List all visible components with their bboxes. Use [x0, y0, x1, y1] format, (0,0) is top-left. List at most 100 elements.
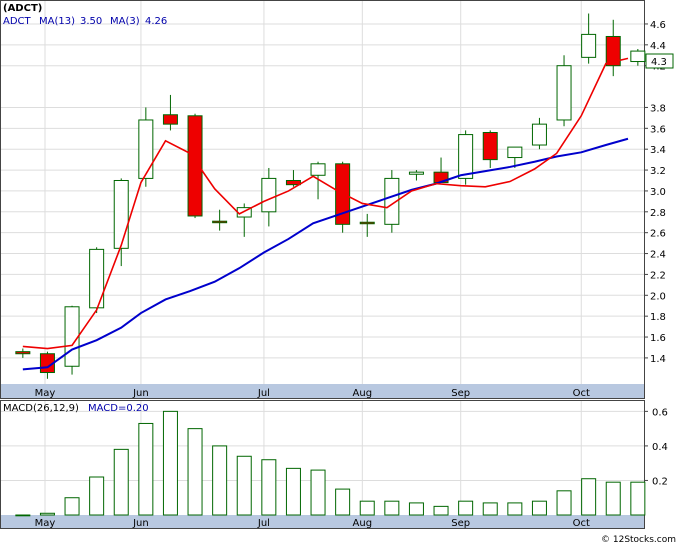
- price-y-tick-label: 2.2: [650, 270, 666, 281]
- price-gridlines: [1, 1, 644, 384]
- candle: [310, 161, 326, 200]
- macd-bar: [113, 448, 129, 516]
- candle: [187, 113, 203, 219]
- macd-bar: [310, 469, 326, 516]
- macd-bar: [630, 481, 646, 516]
- candle-body: [138, 119, 154, 179]
- last-price-box: 4.3: [645, 53, 674, 69]
- chart-title: (ADCT): [3, 3, 42, 14]
- macd-bar: [162, 410, 178, 516]
- candle-body: [531, 123, 547, 146]
- legend-ma13-label: MA(13): [39, 16, 75, 27]
- candle: [89, 247, 105, 314]
- price-y-tick-label: 3.2: [650, 166, 666, 177]
- candle: [507, 146, 523, 168]
- price-date-axis-band: [1, 384, 644, 398]
- price-y-tick-label: 1.4: [650, 354, 666, 365]
- macd-bar: [458, 500, 474, 516]
- candle-body: [556, 65, 572, 121]
- macd-y-tick-label: 0.6: [652, 407, 668, 418]
- macd-bar: [285, 467, 301, 516]
- macd-legend-value: MACD=0.20: [88, 403, 149, 414]
- macd-bar: [236, 455, 252, 516]
- macd-bar: [359, 500, 375, 516]
- price-month-label: Aug: [353, 388, 373, 399]
- macd-month-label: Jul: [257, 518, 270, 529]
- macd-bar: [39, 512, 55, 516]
- candle-body: [212, 220, 228, 224]
- legend-ma13-value: 3.50: [80, 16, 102, 27]
- copyright: © 12Stocks.com: [601, 535, 676, 545]
- price-month-label: May: [35, 388, 56, 399]
- price-y-tick-label: 3.4: [650, 145, 666, 156]
- candle-body: [359, 221, 375, 225]
- macd-month-label: Jun: [132, 518, 149, 529]
- price-y-axis: 4.64.44.23.83.63.43.23.02.82.62.42.22.01…: [644, 20, 666, 365]
- macd-bar: [64, 497, 80, 516]
- candle-body: [261, 177, 277, 213]
- candle-body: [507, 146, 523, 159]
- candle: [261, 167, 277, 227]
- candle: [556, 55, 572, 127]
- candle-body: [408, 171, 424, 175]
- candle-body: [113, 179, 129, 249]
- price-y-tick-label: 1.6: [650, 333, 666, 344]
- macd-y-tick-label: 0.4: [652, 442, 668, 453]
- candle-body: [384, 177, 400, 225]
- candle-body: [605, 35, 621, 67]
- macd-bar: [138, 422, 154, 516]
- macd-bar: [581, 478, 597, 516]
- legend-ticker: ADCT: [3, 16, 32, 27]
- macd-y-tick-label: 0.2: [652, 476, 668, 487]
- candlesticks: [15, 13, 646, 379]
- macd-bar: [556, 490, 572, 516]
- macd-bar: [187, 428, 203, 516]
- macd-bar: [605, 481, 621, 516]
- macd-bar: [261, 459, 277, 516]
- candle: [335, 161, 351, 233]
- macd-month-label: May: [35, 518, 56, 529]
- ma13-line: [22, 137, 629, 371]
- candle: [162, 94, 178, 131]
- candle-body: [187, 115, 203, 217]
- macd-month-label: Sep: [451, 518, 470, 529]
- macd-month-label: Oct: [573, 518, 590, 529]
- price-panel-frame: [0, 0, 645, 399]
- legend-ma3-label: MA(3): [110, 16, 140, 27]
- candle: [581, 13, 597, 64]
- price-month-label: Jun: [132, 388, 149, 399]
- price-y-tick-label: 2.8: [650, 208, 666, 219]
- candle-body: [630, 50, 646, 63]
- price-y-tick-label: 2.6: [650, 229, 666, 240]
- candle-body: [285, 179, 301, 186]
- price-y-tick-label: 4.6: [650, 20, 666, 31]
- macd-bar: [408, 502, 424, 516]
- macd-bar: [15, 514, 31, 517]
- candle: [113, 178, 129, 267]
- last-price-box-frame: [645, 53, 674, 69]
- macd-bar: [212, 445, 228, 516]
- candle: [630, 49, 646, 66]
- price-y-tick-label: 1.8: [650, 312, 666, 323]
- candle: [605, 19, 621, 77]
- price-y-tick-label: 3.6: [650, 124, 666, 135]
- macd-bar: [335, 488, 351, 516]
- macd-legend-label: MACD(26,12,9): [3, 403, 79, 414]
- candle: [285, 170, 301, 187]
- price-y-tick-label: 3.0: [650, 187, 666, 198]
- candle: [408, 170, 424, 181]
- macd-bar: [507, 502, 523, 516]
- candle: [359, 213, 375, 237]
- macd-bar: [89, 476, 105, 516]
- candle: [64, 305, 80, 375]
- macd-month-label: Aug: [353, 518, 373, 529]
- candle-body: [482, 131, 498, 161]
- price-month-label: Sep: [451, 388, 470, 399]
- macd-bars: [15, 410, 646, 517]
- price-y-tick-label: 2.4: [650, 250, 666, 261]
- price-y-tick-label: 2.0: [650, 291, 666, 302]
- price-month-label: Jul: [257, 388, 270, 399]
- candle: [384, 170, 400, 233]
- price-y-tick-label: 3.8: [650, 103, 666, 114]
